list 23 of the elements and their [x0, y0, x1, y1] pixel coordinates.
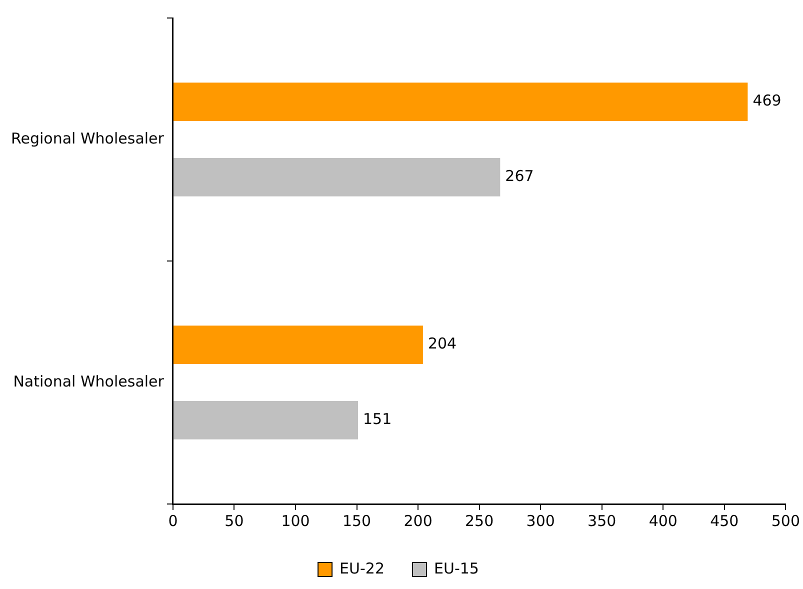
x-tick-label: 350: [588, 512, 616, 530]
data-label: 267: [505, 167, 534, 186]
data-label: 151: [363, 410, 392, 428]
legend-label: EU-15: [434, 559, 479, 578]
y-tick-label: National Wholesaler: [13, 372, 165, 390]
x-tick-label: 300: [526, 512, 555, 530]
x-tick-label: 150: [342, 512, 372, 530]
x-tick-label: 100: [281, 512, 310, 530]
legend-label: EU-22: [340, 559, 385, 578]
bar: [173, 326, 423, 364]
x-tick-label: 500: [771, 512, 800, 530]
data-label: 204: [428, 334, 457, 353]
bar: [173, 158, 500, 196]
x-tick-label: 250: [465, 512, 494, 530]
x-tick-label: 200: [404, 512, 432, 530]
y-tick-label: Regional Wholesaler: [10, 129, 165, 148]
x-tick-label: 400: [648, 512, 678, 530]
x-tick-label: 0: [168, 512, 178, 530]
x-tick-label: 450: [710, 512, 739, 530]
bar: [173, 400, 358, 440]
bar: [173, 82, 748, 122]
x-tick-label: 50: [224, 512, 244, 530]
data-label: 469: [752, 92, 782, 110]
